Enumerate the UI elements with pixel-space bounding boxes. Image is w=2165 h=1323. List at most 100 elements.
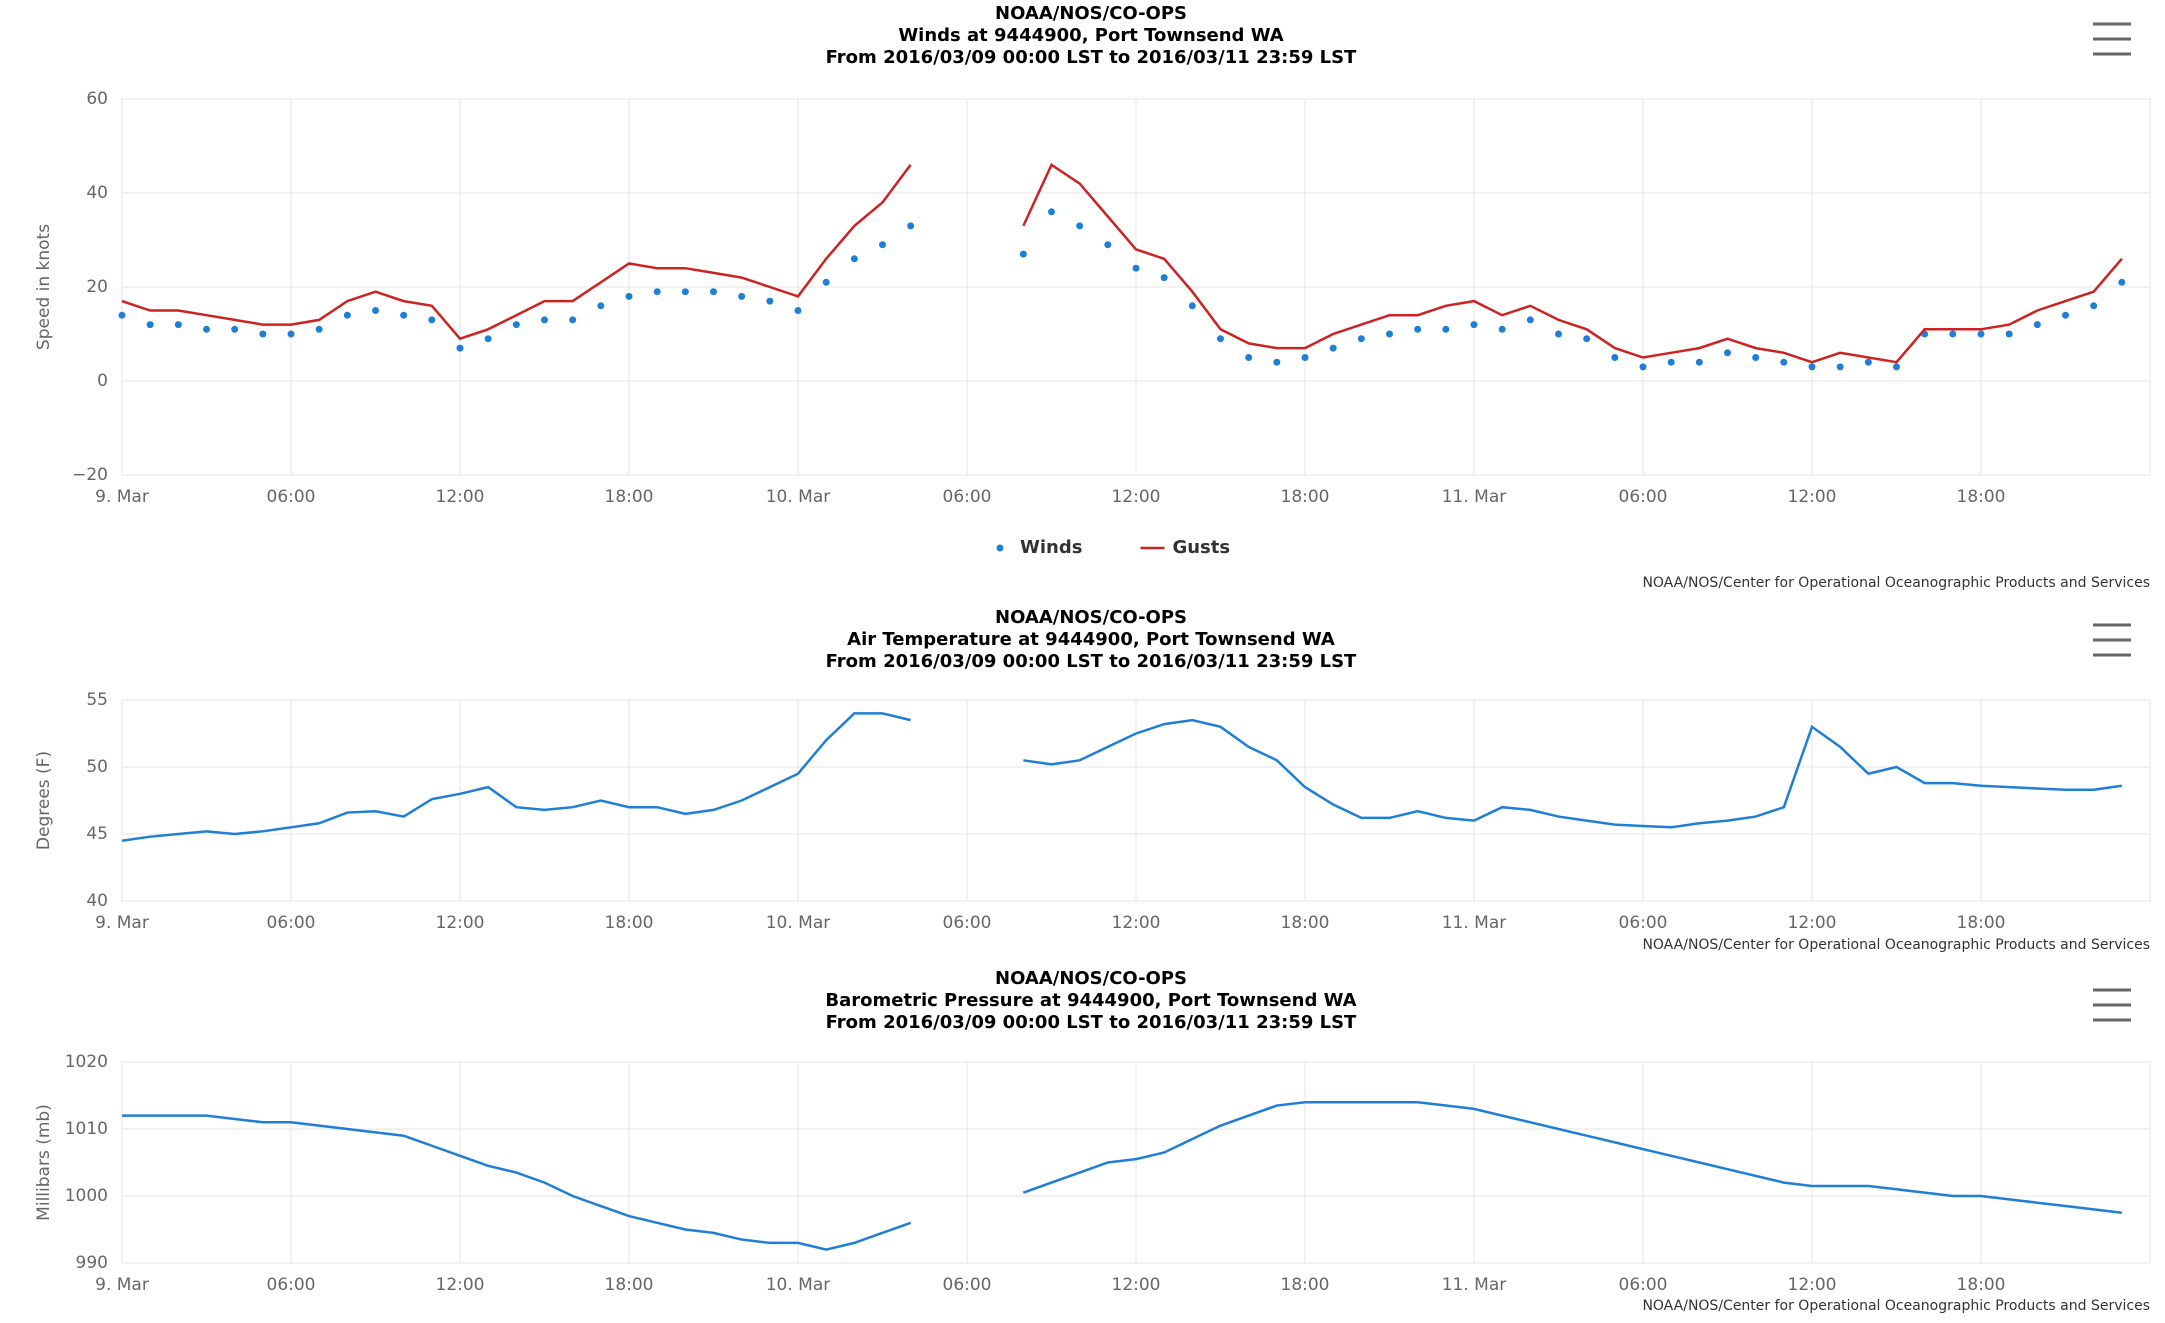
x-tick-label: 18:00: [1957, 913, 2006, 933]
wind-marker: [1104, 241, 1112, 249]
y-tick-label: 1000: [65, 1186, 108, 1206]
x-tick-label: 06:00: [943, 1275, 992, 1295]
y-tick-label: −20: [72, 465, 108, 485]
wind-marker: [1470, 321, 1478, 329]
y-tick-label: 60: [86, 89, 108, 109]
series-line: [1022, 1100, 2122, 1214]
wind-marker: [1977, 330, 1985, 338]
wind-marker: [2090, 302, 2098, 310]
wind-marker: [1414, 325, 1422, 333]
wind-marker: [1357, 335, 1365, 343]
wind-marker: [2005, 330, 2013, 338]
menu-button[interactable]: [2093, 988, 2131, 1022]
legend-marker: [996, 544, 1004, 552]
wind-marker: [681, 288, 689, 296]
wind-marker: [879, 241, 886, 249]
wind-marker: [1442, 325, 1450, 333]
x-tick-label: 12:00: [436, 913, 485, 933]
wind-marker: [1555, 330, 1562, 338]
x-tick-label: 18:00: [1281, 913, 1330, 933]
wind-marker: [1864, 358, 1872, 366]
x-tick-label: 9. Mar: [95, 1275, 149, 1295]
wind-marker: [2033, 321, 2041, 329]
wind-marker: [428, 316, 436, 324]
x-tick-label: 9. Mar: [95, 487, 149, 507]
wind-marker: [1188, 302, 1196, 310]
wind-marker: [2118, 278, 2126, 286]
x-tick-label: 12:00: [1112, 913, 1161, 933]
wind-marker: [794, 307, 802, 314]
y-tick-label: 0: [97, 371, 108, 391]
wind-marker: [259, 330, 267, 338]
wind-marker: [456, 344, 464, 352]
wind-marker: [1076, 222, 1084, 230]
x-tick-label: 12:00: [436, 1275, 485, 1295]
x-tick-label: 11. Mar: [1442, 913, 1507, 933]
y-axis-label: Speed in knots: [34, 224, 54, 350]
y-tick-label: 40: [86, 891, 108, 911]
wind-marker: [1893, 363, 1900, 371]
legend-label: Winds: [1020, 537, 1082, 558]
y-tick-label: 45: [86, 824, 108, 844]
chart-subtitle: Winds at 9444900, Port Townsend WA: [898, 25, 1283, 46]
x-tick-label: 11. Mar: [1442, 1275, 1507, 1295]
wind-marker: [1695, 358, 1703, 366]
wind-marker: [1724, 349, 1731, 357]
y-tick-label: 990: [76, 1253, 108, 1273]
wind-marker: [1949, 330, 1957, 338]
wind-marker: [512, 321, 520, 329]
wind-marker: [1583, 335, 1591, 343]
wind-marker: [710, 288, 717, 296]
chart-title: NOAA/NOS/CO-OPS: [995, 607, 1187, 628]
x-tick-label: 12:00: [436, 487, 485, 507]
y-tick-label: 1010: [65, 1119, 108, 1139]
wind-marker: [822, 278, 830, 286]
date-range: From 2016/03/09 00:00 LST to 2016/03/11 …: [826, 651, 1357, 672]
x-tick-label: 06:00: [1619, 913, 1668, 933]
credits: NOAA/NOS/Center for Operational Oceanogr…: [1642, 937, 2150, 953]
wind-marker: [1245, 354, 1253, 361]
y-tick-label: 50: [86, 757, 108, 777]
wind-marker: [1386, 330, 1393, 338]
x-tick-label: 12:00: [1112, 487, 1161, 507]
x-tick-label: 18:00: [1957, 487, 2006, 507]
wind-marker: [1132, 264, 1140, 272]
x-tick-label: 06:00: [943, 913, 992, 933]
wind-marker: [766, 297, 774, 305]
x-tick-label: 18:00: [1281, 487, 1330, 507]
wind-marker: [372, 307, 379, 314]
wind-marker: [907, 222, 915, 230]
x-tick-label: 11. Mar: [1442, 487, 1507, 507]
wind-marker: [287, 330, 295, 338]
wind-marker: [343, 311, 351, 319]
series-line: [1022, 162, 2123, 364]
x-tick-label: 10. Mar: [766, 487, 831, 507]
x-tick-label: 12:00: [1788, 1275, 1837, 1295]
menu-button[interactable]: [2093, 623, 2131, 657]
wind-marker: [541, 316, 548, 324]
wind-marker: [146, 321, 154, 329]
chart-title: NOAA/NOS/CO-OPS: [995, 968, 1187, 989]
wind-marker: [1639, 363, 1647, 371]
wind-marker: [231, 325, 239, 333]
menu-button[interactable]: [2093, 22, 2131, 56]
wind-marker: [850, 255, 858, 263]
x-tick-label: 18:00: [605, 913, 654, 933]
x-tick-label: 06:00: [267, 1275, 316, 1295]
y-tick-label: 40: [86, 183, 108, 203]
credits: NOAA/NOS/Center for Operational Oceanogr…: [1642, 575, 2150, 591]
wind-marker: [118, 311, 126, 319]
x-tick-label: 12:00: [1112, 1275, 1161, 1295]
credits: NOAA/NOS/Center for Operational Oceanogr…: [1642, 1298, 2150, 1314]
wind-marker: [1498, 325, 1506, 333]
date-range: From 2016/03/09 00:00 LST to 2016/03/11 …: [826, 47, 1357, 68]
y-axis-label: Millibars (mb): [34, 1104, 54, 1221]
x-tick-label: 12:00: [1788, 913, 1837, 933]
wind-marker: [1301, 354, 1309, 361]
x-tick-label: 06:00: [1619, 1275, 1668, 1295]
wind-marker: [1329, 344, 1337, 352]
wind-marker: [315, 325, 323, 333]
series-line: [122, 1114, 912, 1251]
series-line: [121, 712, 911, 842]
